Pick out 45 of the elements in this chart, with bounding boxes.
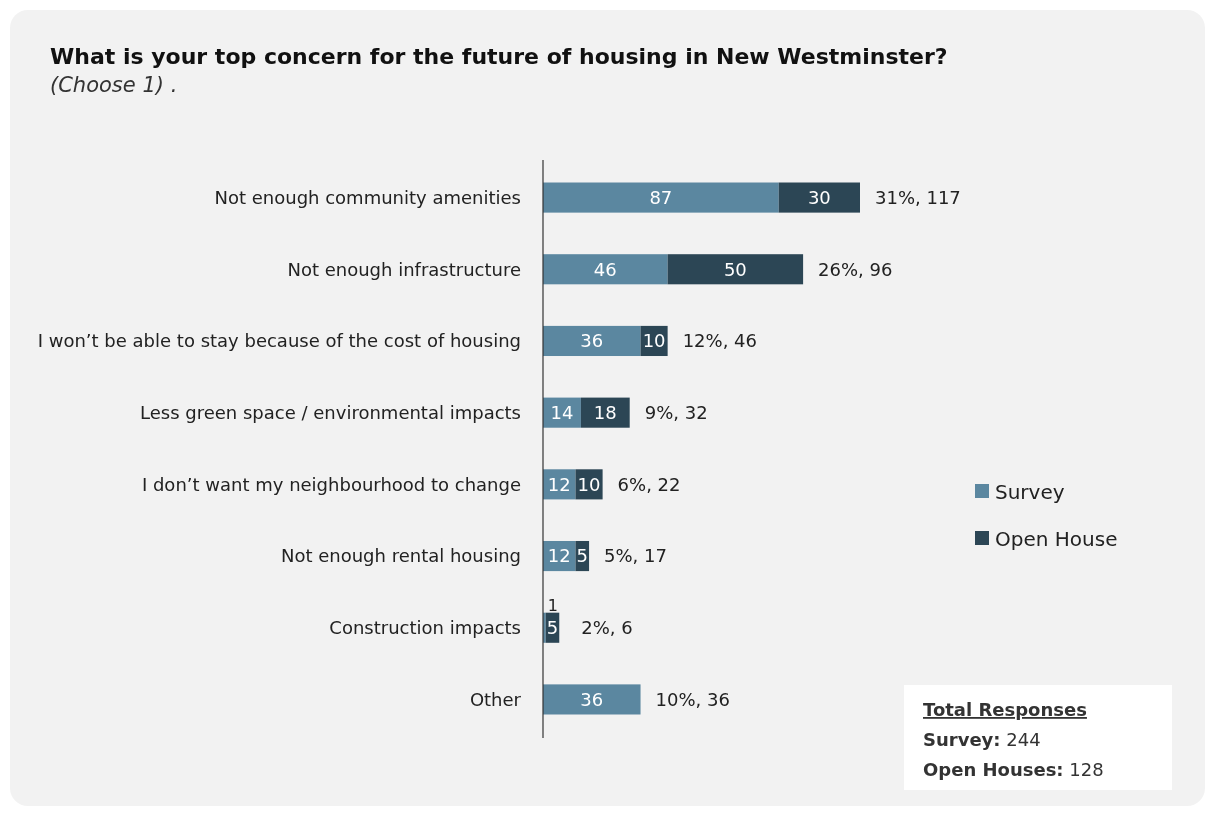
data-label: 5	[546, 617, 559, 639]
total-label: 31%, 117	[875, 186, 961, 208]
data-label: 18	[593, 401, 617, 423]
y-tick-label: Not enough rental housing	[280, 545, 521, 567]
data-label: 87	[649, 186, 673, 208]
total-label: 9%, 32	[644, 401, 708, 423]
text: Total Responses	[923, 699, 1087, 720]
chart-title: What is your top concern for the future of housing in New Westminster?	[50, 44, 948, 69]
y-tick-label: Not enough community amenities	[214, 186, 521, 208]
total-label: 5%, 17	[604, 545, 667, 567]
total-label: 2%, 6	[581, 617, 633, 639]
bar	[543, 254, 668, 285]
y-tick-label: Other	[469, 688, 522, 710]
bar	[543, 684, 641, 715]
total-label: 26%, 96	[818, 258, 893, 280]
legend-label: Open House	[995, 527, 1118, 551]
data-label: 14	[550, 401, 574, 423]
data-label: 36	[580, 688, 604, 710]
bar	[543, 325, 641, 357]
text: (Choose 1) .	[50, 73, 178, 97]
data-label: 46	[593, 258, 617, 280]
data-label: 12	[547, 545, 571, 567]
bar	[543, 182, 779, 213]
bar	[580, 397, 630, 428]
y-tick-label: I don’t want my neighbourhood to change	[141, 473, 521, 495]
y-tick-label: I won’t be able to stay because of the cost of housing	[37, 330, 521, 352]
data-label: 10	[642, 330, 666, 352]
y-tick-label: Not enough infrastructure	[287, 258, 521, 280]
data-label: 30	[807, 186, 831, 208]
legend-label: Survey	[995, 480, 1065, 504]
total-label: 10%, 36	[655, 688, 730, 710]
total-label: 12%, 46	[682, 330, 757, 352]
data-label: 12	[547, 473, 571, 495]
text: Open Houses: 128	[923, 759, 1104, 780]
y-tick-label: Construction impacts	[329, 617, 521, 639]
bar	[778, 182, 860, 213]
y-tick-label: Less green space / environmental impacts	[140, 401, 521, 423]
data-label: 10	[577, 473, 601, 495]
text: Survey: 244	[923, 729, 1041, 750]
data-label: 1	[547, 595, 558, 615]
bar	[667, 254, 804, 285]
data-label: 5	[576, 545, 589, 567]
total-label: 6%, 22	[617, 473, 681, 495]
data-label: 36	[580, 330, 604, 352]
data-label: 50	[723, 258, 747, 280]
